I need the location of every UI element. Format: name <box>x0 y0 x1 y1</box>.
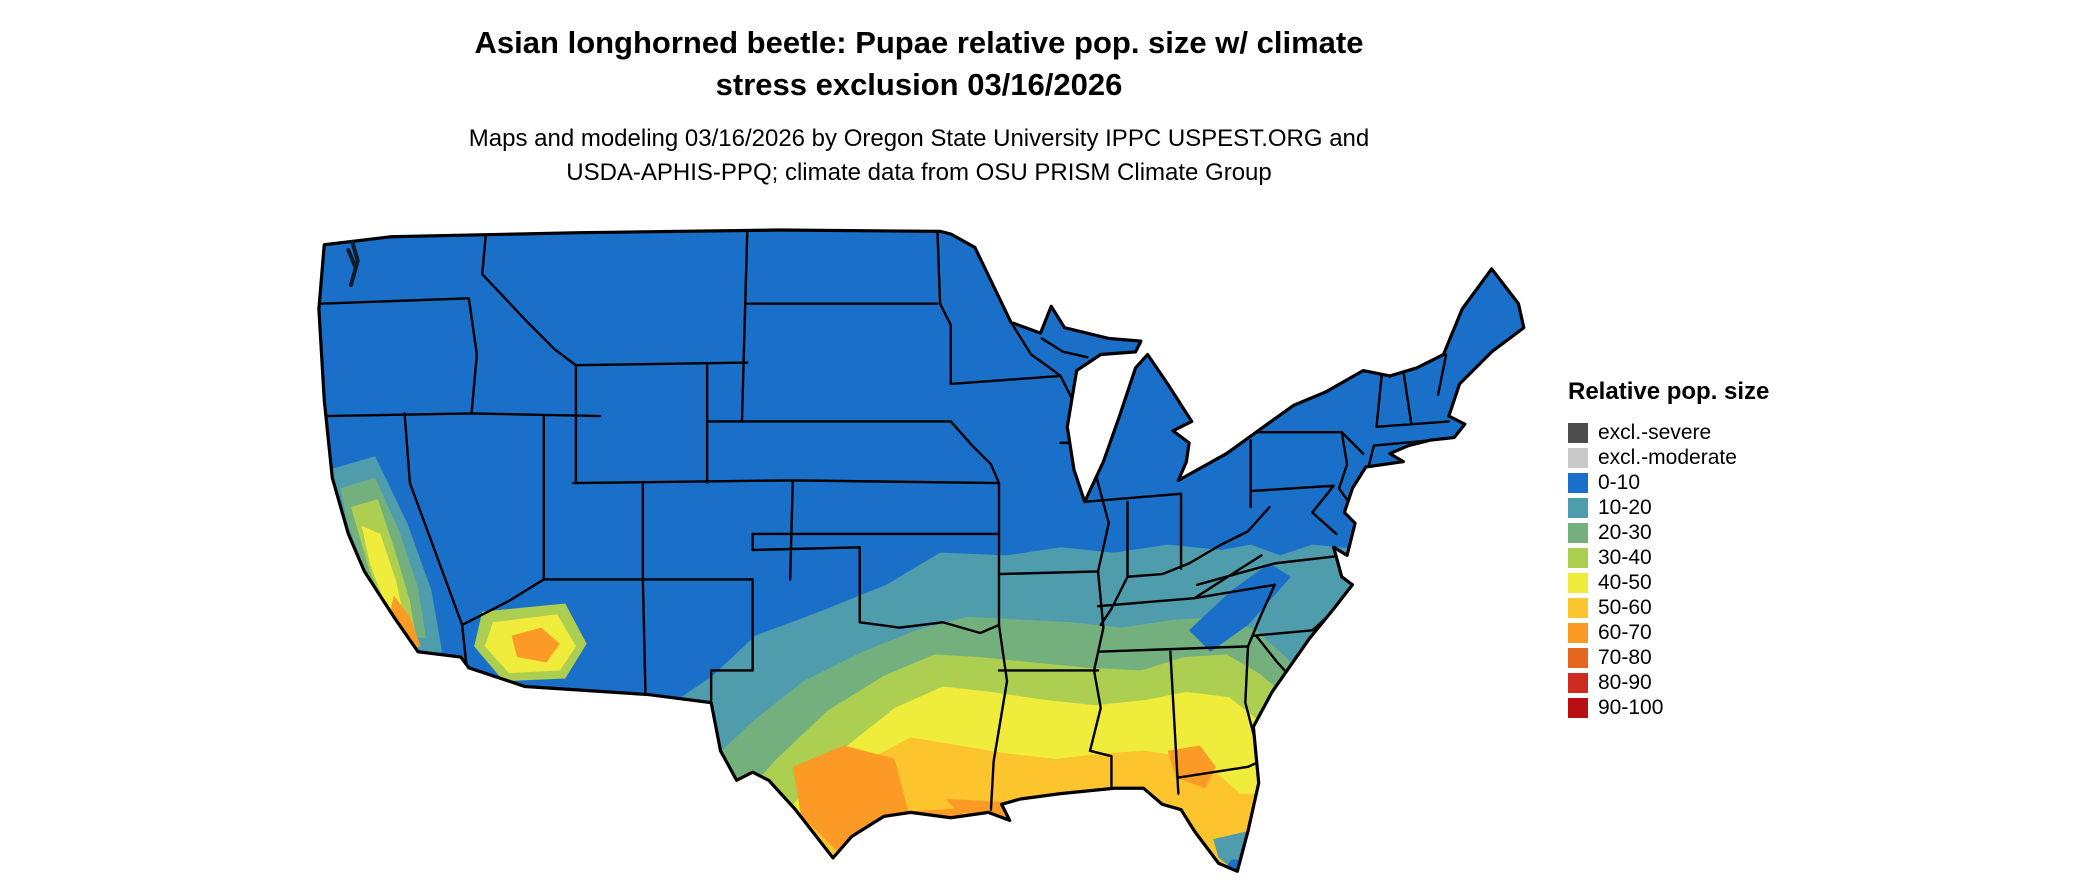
california-band-60-70 <box>388 595 421 650</box>
legend-swatch <box>1568 472 1588 493</box>
us-map <box>310 226 1530 882</box>
subtitle-line-1: Maps and modeling 03/16/2026 by Oregon S… <box>468 125 1370 152</box>
title-line-2: stress exclusion 03/16/2026 <box>715 67 1123 102</box>
legend-item: 70-80 <box>1568 645 1888 670</box>
legend-swatch <box>1568 447 1588 468</box>
land-outline <box>317 228 1526 873</box>
legend-label: 70-80 <box>1598 645 1652 669</box>
texas-band-60-70 <box>792 745 908 850</box>
legend-item: 80-90 <box>1568 670 1888 695</box>
legend-swatch <box>1568 672 1588 693</box>
legend-item: 90-100 <box>1568 695 1888 720</box>
legend-item: excl.-severe <box>1568 420 1888 445</box>
legend-label: 30-40 <box>1598 545 1652 569</box>
arizona-band-60-70 <box>511 627 560 663</box>
legend-label: 90-100 <box>1598 695 1664 719</box>
legend: Relative pop. size excl.-severe excl.-mo… <box>1568 378 1888 720</box>
legend-swatch <box>1568 697 1588 718</box>
legend-label: 0-10 <box>1598 470 1641 494</box>
legend-item: 60-70 <box>1568 620 1888 645</box>
page-title: Asian longhorned beetle: Pupae relative … <box>0 22 1838 106</box>
map-svg <box>317 228 1526 873</box>
legend-label: 10-20 <box>1598 495 1652 519</box>
page-subtitle: Maps and modeling 03/16/2026 by Oregon S… <box>0 122 1838 190</box>
subtitle-line-2: USDA-APHIS-PPQ; climate data from OSU PR… <box>566 159 1272 186</box>
legend-item: 20-30 <box>1568 520 1888 545</box>
legend-item: 30-40 <box>1568 545 1888 570</box>
legend-item: 0-10 <box>1568 470 1888 495</box>
legend-item: 50-60 <box>1568 595 1888 620</box>
title-line-1: Asian longhorned beetle: Pupae relative … <box>474 25 1364 60</box>
legend-title: Relative pop. size <box>1568 378 1770 405</box>
puget-sound <box>346 240 360 287</box>
legend-label: 80-90 <box>1598 670 1652 694</box>
legend-label: 50-60 <box>1598 595 1652 619</box>
legend-label: excl.-severe <box>1598 420 1712 444</box>
legend-item: 10-20 <box>1568 495 1888 520</box>
legend-swatch <box>1568 547 1588 568</box>
legend-label: excl.-moderate <box>1598 445 1737 469</box>
legend-swatch <box>1568 422 1588 443</box>
legend-label: 20-30 <box>1598 520 1652 544</box>
legend-item: 40-50 <box>1568 570 1888 595</box>
legend-label: 40-50 <box>1598 570 1652 594</box>
legend-swatch <box>1568 522 1588 543</box>
state-borders <box>320 230 1451 811</box>
legend-items: excl.-severe excl.-moderate 0-10 10-20 <box>1568 420 1888 720</box>
legend-swatch <box>1568 597 1588 618</box>
legend-swatch <box>1568 497 1588 518</box>
legend-swatch <box>1568 647 1588 668</box>
legend-item: excl.-moderate <box>1568 445 1888 470</box>
legend-swatch <box>1568 622 1588 643</box>
legend-swatch <box>1568 572 1588 593</box>
legend-label: 60-70 <box>1598 620 1652 644</box>
